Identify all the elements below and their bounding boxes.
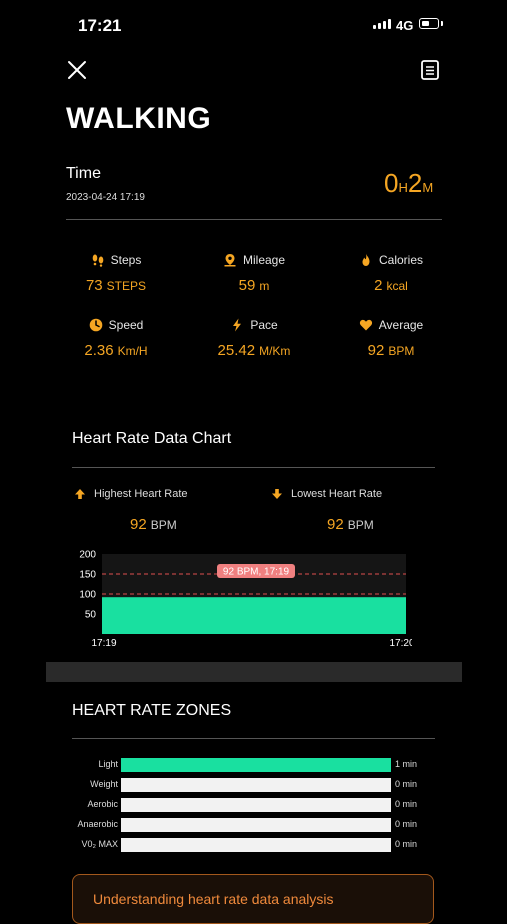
status-time: 17:21 (78, 16, 122, 35)
heart-rate-chart: 50 100 150 200 17:19 17:20 92 BPM, 17:19 (79, 550, 412, 649)
duration-hours-unit: H (398, 180, 408, 195)
annotation-label: 92 BPM, 17:19 (223, 567, 290, 578)
stat-mileage: Mileage 59 m (184, 253, 324, 294)
zone-bar (121, 838, 391, 852)
lowest-heart-rate-value: 92 BPM (327, 516, 374, 533)
highest-value: 92 (130, 516, 147, 533)
stat-average: Average 92 BPM (321, 318, 461, 359)
lowest-value: 92 (327, 516, 344, 533)
stat-value: 92 (367, 342, 385, 359)
battery-tip (441, 21, 443, 26)
stat-unit: BPM (388, 344, 415, 358)
duration-hours: 0 (384, 168, 399, 198)
arrow-up-icon (75, 489, 85, 499)
duration-minutes: 2 (407, 168, 423, 198)
zone-label: Aerobic (87, 799, 118, 809)
stat-pace: Pace 25.42 M/Km (184, 318, 324, 359)
heart-rate-area (102, 597, 406, 634)
zone-minutes: 1 min (395, 759, 418, 769)
zone-minutes: 0 min (395, 799, 418, 809)
stat-steps: Steps 73 STEPS (46, 253, 186, 294)
zone-label: V0₂ MAX (81, 839, 118, 849)
signal-icon (373, 19, 391, 29)
page-title: WALKING (66, 102, 212, 135)
heart-icon (359, 319, 372, 331)
stat-unit: Km/H (117, 344, 148, 358)
close-icon[interactable] (66, 59, 88, 81)
stat-value: 59 (238, 277, 256, 294)
zone-label: Anaerobic (77, 819, 118, 829)
lowest-label-text: Lowest Heart Rate (291, 488, 383, 500)
stat-label: Speed (108, 318, 144, 332)
duration-minutes-unit: M (422, 180, 434, 195)
stat-speed: Speed 2.36 Km/H (46, 318, 186, 359)
zone-bar (121, 818, 391, 832)
x-tick-label: 17:20 (389, 638, 412, 649)
zone-bar-fill (121, 758, 391, 772)
highest-label-text: Highest Heart Rate (94, 488, 188, 500)
map-pin-icon (224, 254, 236, 267)
stat-unit: M/Km (259, 344, 291, 358)
flame-icon (362, 253, 370, 266)
stat-unit: STEPS (106, 279, 147, 293)
divider (66, 219, 442, 220)
duration: 0H2M (384, 168, 433, 199)
zone-bar (121, 798, 391, 812)
y-tick-label: 50 (85, 610, 97, 621)
zone-minutes: 0 min (395, 819, 418, 829)
stat-label: Average (378, 318, 424, 332)
lightning-icon (233, 318, 242, 332)
stat-label: Pace (250, 318, 278, 332)
zones-section-title: HEART RATE ZONES (72, 702, 232, 719)
battery-icon (419, 18, 439, 29)
session-date: 2023-04-24 17:19 (66, 192, 145, 203)
zone-label: Weight (90, 779, 118, 789)
zone-minutes: 0 min (395, 839, 418, 849)
stat-unit: kcal (386, 279, 408, 293)
annotation-badge (217, 564, 295, 578)
network-type: 4G (396, 18, 414, 33)
y-tick-label: 200 (79, 550, 96, 561)
speedometer-icon (89, 318, 102, 332)
footprints-icon (92, 254, 103, 267)
time-label: Time (66, 165, 101, 182)
document-icon[interactable] (420, 59, 440, 81)
stat-value: 25.42 (217, 342, 256, 359)
stat-calories: Calories 2 kcal (321, 253, 461, 294)
zone-minutes: 0 min (395, 779, 418, 789)
stat-unit: m (259, 279, 270, 293)
stat-label: Calories (378, 253, 423, 267)
lowest-unit: BPM (347, 518, 374, 532)
zone-label: Light (98, 759, 118, 769)
stat-value: 2.36 (84, 342, 114, 359)
y-tick-label: 150 (79, 570, 96, 581)
info-card-text: Understanding heart rate data analysis (93, 891, 334, 907)
arrow-down-icon (272, 489, 282, 499)
highest-unit: BPM (150, 518, 177, 532)
zone-bar (121, 778, 391, 792)
x-tick-label: 17:19 (91, 638, 116, 649)
heart-rate-analysis-card[interactable]: Understanding heart rate data analysis (72, 874, 434, 924)
heart-rate-section-title: Heart Rate Data Chart (72, 430, 232, 447)
divider (72, 738, 435, 739)
highest-heart-rate-value: 92 BPM (130, 516, 177, 533)
lowest-heart-rate-label: Lowest Heart Rate (271, 488, 382, 500)
stat-label: Steps (110, 253, 142, 267)
stat-value: 73 (85, 277, 103, 294)
stat-value: 2 (374, 277, 383, 294)
zone-bar (121, 758, 391, 772)
section-separator (46, 662, 462, 682)
divider (72, 467, 435, 468)
stat-label: Mileage (242, 253, 286, 267)
y-tick-label: 100 (79, 590, 96, 601)
highest-heart-rate-label: Highest Heart Rate (74, 488, 188, 500)
